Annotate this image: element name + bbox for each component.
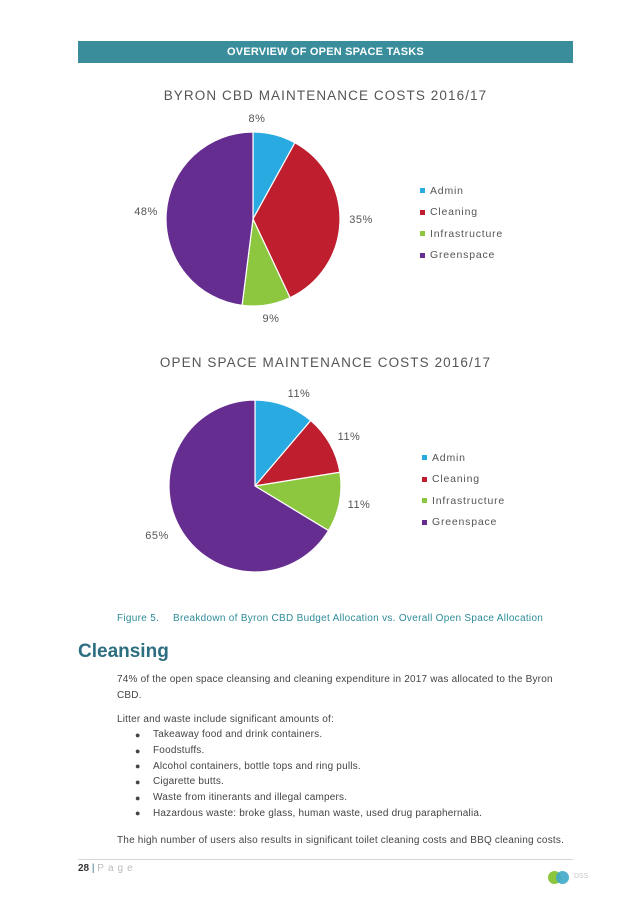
banner-title: OVERVIEW OF OPEN SPACE TASKS (227, 46, 424, 58)
data-label-cleaning: 35% (349, 214, 373, 226)
data-label-admin: 8% (249, 113, 266, 125)
legend-label: Cleaning (430, 206, 478, 219)
page-number: 28 | Page (78, 863, 137, 874)
data-label-infrastructure: 9% (263, 313, 280, 325)
legend-swatch (422, 498, 427, 504)
chart-2-title: OPEN SPACE MAINTENANCE COSTS 2016/17 (159, 355, 492, 370)
legend-label: Infrastructure (430, 227, 504, 240)
legend-item-infrastructure: Infrastructure (420, 223, 503, 245)
list-item: ● Alcohol containers, bottle tops and rin… (135, 760, 361, 772)
legend-label: Admin (432, 451, 466, 464)
legend-label: Infrastructure (432, 494, 506, 507)
figure-caption-text: Breakdown of Byron CBD Budget Allocation… (173, 613, 544, 624)
legend-swatch (420, 231, 425, 237)
legend-item-cleaning: Cleaning (420, 202, 503, 224)
figure-number: Figure 5. (117, 613, 160, 624)
chart-1-pie: 8% 35% 9% 48% (134, 113, 373, 325)
list-item: ● Foodstuffs. (135, 745, 205, 757)
chart-2-legend: Admin Cleaning Infrastructure Greenspace (422, 447, 505, 533)
list-item: ● Waste from itinerants and illegal campe… (135, 792, 348, 804)
list-item: ● Hazardous waste: broke glass, human was… (135, 807, 483, 819)
legend-label: Admin (430, 184, 464, 197)
figure-caption: Figure 5. Breakdown of Byron CBD Budget A… (117, 613, 543, 624)
section-heading: Cleansing (78, 641, 169, 662)
chart-1-title: BYRON CBD MAINTENANCE COSTS 2016/17 (163, 88, 488, 103)
legend-swatch (420, 252, 425, 258)
company-logo: DSS (548, 871, 588, 885)
waste-list: ● Takeaway food and drink containers. ● Fo… (135, 727, 482, 821)
section-banner: OVERVIEW OF OPEN SPACE TASKS (78, 41, 573, 63)
chart-2-pie: 11% 11% 11% 65% (145, 388, 371, 573)
legend-item-greenspace: Greenspace (420, 245, 503, 267)
legend-swatch (422, 476, 427, 482)
legend-item-admin: Admin (420, 180, 503, 202)
legend-item-cleaning: Cleaning (422, 469, 505, 491)
pie-slice-cleaning (252, 141, 341, 299)
legend-swatch (422, 455, 427, 461)
chart-1-legend: Admin Cleaning Infrastructure Greenspace (420, 180, 503, 266)
legend-swatch (420, 209, 425, 215)
data-label-admin: 11% (288, 388, 311, 400)
legend-item-infrastructure: Infrastructure (422, 490, 505, 512)
legend-label: Greenspace (430, 249, 496, 262)
legend-swatch (422, 519, 427, 525)
data-label-greenspace: 48% (134, 206, 158, 218)
footer-divider (78, 859, 573, 860)
data-label-cleaning: 11% (338, 431, 361, 443)
legend-item-admin: Admin (422, 447, 505, 469)
list-item: ● Takeaway food and drink containers. (135, 729, 323, 741)
pie-slice-greenspace (165, 131, 254, 306)
list-item: ● Cigarette butts. (135, 776, 225, 788)
legend-label: Greenspace (432, 516, 498, 529)
pie-slice-greenspace (168, 399, 330, 573)
data-label-infrastructure: 11% (348, 499, 371, 511)
legend-label: Cleaning (432, 473, 480, 486)
closing-paragraph: The high number of users also results in… (117, 835, 565, 846)
legend-swatch (420, 188, 425, 194)
legend-item-greenspace: Greenspace (422, 512, 505, 534)
list-intro: Litter and waste include significant amo… (117, 714, 334, 725)
intro-paragraph: 74% of the open space cleansing and clea… (117, 674, 553, 701)
data-label-greenspace: 65% (145, 530, 169, 542)
